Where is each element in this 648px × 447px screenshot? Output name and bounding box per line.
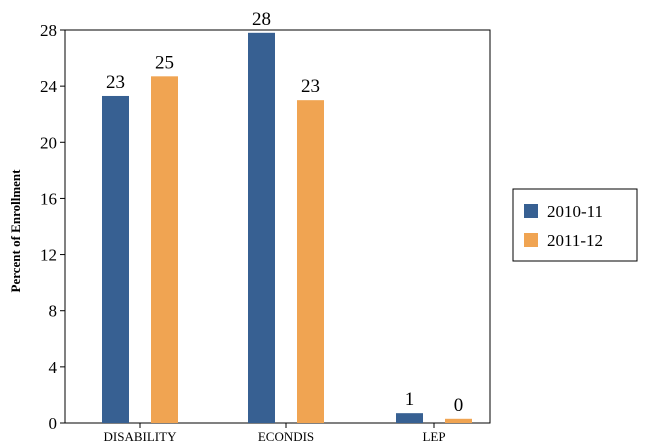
- y-tick-label: 0: [49, 414, 58, 433]
- bar-2010-11-DISABILITY: [102, 95, 129, 423]
- x-tick-label: LEP: [422, 429, 445, 444]
- y-tick-label: 28: [40, 21, 57, 40]
- data-label: 28: [252, 9, 271, 30]
- plot-area: [64, 29, 491, 424]
- y-axis: 0 4 8 12 16 20 24 28: [40, 21, 65, 433]
- data-label: 23: [301, 76, 320, 97]
- data-label: 0: [454, 395, 464, 416]
- y-axis-title: Percent of Enrollment: [8, 169, 23, 293]
- y-tick-label: 24: [40, 77, 58, 96]
- bar-2010-11-LEP: [396, 413, 423, 423]
- y-tick-label: 16: [40, 189, 57, 208]
- data-labels: 23 25 28 23 1 0: [106, 9, 463, 416]
- bar-2010-11-ECONDIS: [248, 32, 275, 424]
- legend-box: [512, 188, 638, 262]
- data-label: 25: [155, 52, 174, 73]
- data-label: 23: [106, 72, 125, 93]
- x-tick-label: DISABILITY: [104, 429, 178, 444]
- bar-2011-12-ECONDIS: [297, 100, 324, 423]
- y-tick-label: 4: [49, 358, 58, 377]
- plot-frame: [64, 29, 491, 424]
- legend-label: 2010-11: [547, 202, 603, 221]
- legend-label: 2011-12: [547, 231, 603, 250]
- bar-2011-12-DISABILITY: [151, 76, 178, 423]
- data-label: 1: [405, 389, 415, 410]
- x-axis: DISABILITY ECONDIS LEP: [104, 423, 446, 444]
- legend: 2010-11 2011-12: [512, 188, 638, 262]
- bar-2011-12-LEP: [445, 418, 472, 423]
- legend-swatch-2010-11: [524, 204, 538, 218]
- y-tick-label: 20: [40, 133, 57, 152]
- x-tick-label: ECONDIS: [258, 429, 314, 444]
- bars: [102, 32, 472, 424]
- y-tick-label: 12: [40, 246, 57, 265]
- legend-swatch-2011-12: [524, 233, 538, 247]
- y-tick-label: 8: [49, 302, 58, 321]
